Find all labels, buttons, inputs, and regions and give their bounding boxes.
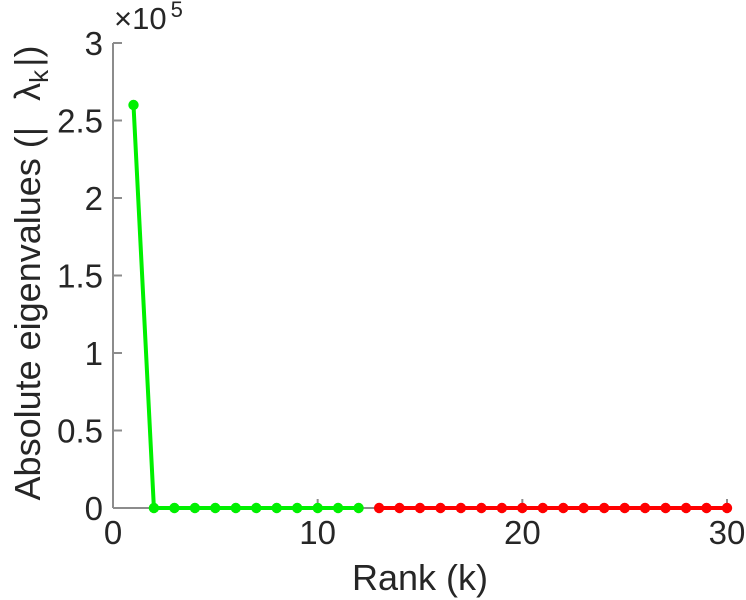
data-point-marker [435,502,446,514]
data-point-marker [332,502,344,514]
y-tick-label: 3 [85,25,103,62]
data-point-marker [271,502,282,514]
data-point-marker [230,502,241,514]
data-point-marker [496,502,508,514]
data-point-marker [639,502,651,514]
data-point-marker [558,502,569,514]
lambda-subscript: k [24,69,54,83]
data-point-marker [189,502,201,514]
lambda-symbol: λ [7,82,48,101]
x-tick-label: 10 [299,514,336,551]
x-tick-label: 30 [709,514,746,551]
y-tick-label: 0.5 [57,413,103,450]
x-axis-label: Rank (k) [351,557,489,598]
data-point-marker [680,502,692,514]
data-point-marker [537,502,548,514]
y-tick-label: 0 [85,490,103,527]
data-point-marker [455,502,467,514]
data-point-marker [148,502,160,514]
data-point-marker [414,502,426,514]
data-point-marker [169,502,180,514]
data-point-marker [721,502,733,514]
y-axis-multiplier: ×10 5 [114,0,183,37]
data-point-marker [517,502,528,514]
multiplier-base: ×10 [114,1,167,36]
data-point-marker [292,502,303,514]
data-point-marker [599,502,610,514]
data-point-marker [394,502,405,514]
y-axis-label: Absolute eigenvalues (| λk |) [4,0,54,553]
y-tick-label: 1.5 [57,258,103,295]
data-point-marker [251,502,262,514]
data-point-marker [128,99,139,111]
series-line [131,103,361,510]
data-point-marker [619,502,630,514]
data-point-marker [660,502,671,514]
y-tick-label: 2.5 [57,103,103,140]
data-point-marker [476,502,487,514]
data-point-marker [701,502,712,514]
multiplier-exponent: 5 [170,0,183,22]
y-axis-label-suffix: |) [7,45,48,67]
data-point-marker [578,502,589,514]
data-point-marker [373,502,385,514]
data-point-marker [210,502,221,514]
y-tick-label: 1 [85,335,103,372]
x-tick-label: 20 [504,514,541,551]
y-tick-label: 2 [85,180,103,217]
y-axis-label-text: Absolute eigenvalues (| [7,126,48,501]
data-point-marker [312,502,323,514]
x-tick-label: 0 [104,514,122,551]
data-point-marker [353,502,364,514]
